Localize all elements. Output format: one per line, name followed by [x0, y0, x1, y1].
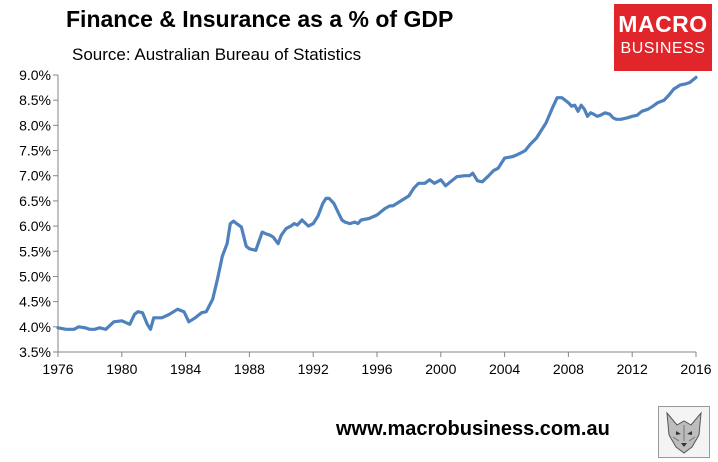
y-tick-label: 5.0% [19, 268, 51, 284]
wolf-head-icon [658, 406, 710, 458]
y-tick-label: 8.0% [19, 117, 51, 133]
series-line [56, 75, 698, 331]
y-tick-label: 8.5% [19, 92, 51, 108]
y-tick-label: 6.0% [19, 218, 51, 234]
x-tick-label: 1976 [42, 361, 73, 377]
y-tick-label: 4.0% [19, 319, 51, 335]
x-tick-label: 1992 [298, 361, 329, 377]
macrobusiness-logo[interactable]: MACRO BUSINESS [614, 4, 712, 71]
x-tick-label: 2004 [489, 361, 520, 377]
logo-line-1: MACRO [618, 11, 708, 37]
x-tick-label: 1996 [361, 361, 392, 377]
x-tick-label: 2016 [680, 361, 711, 377]
y-tick-label: 5.5% [19, 243, 51, 259]
x-tick-label: 2012 [617, 361, 648, 377]
chart-subtitle: Source: Australian Bureau of Statistics [72, 45, 362, 64]
series-group [56, 75, 698, 331]
x-tick-label: 1988 [234, 361, 265, 377]
y-tick-label: 9.0% [19, 67, 51, 83]
x-tick-label: 1980 [106, 361, 137, 377]
website-url[interactable]: www.macrobusiness.com.au [336, 418, 610, 440]
x-tick-label: 1984 [170, 361, 201, 377]
y-tick-label: 4.5% [19, 294, 51, 310]
logo-line-2: BUSINESS [620, 40, 706, 57]
chart-title: Finance & Insurance as a % of GDP [66, 6, 454, 32]
x-axis-labels: 1976 1980 1984 1988 1992 1996 2000 2004 2008 2012… [42, 361, 711, 377]
line-chart: 3.5% 4.0% 4.5% 5.0% 5.5% 6.0% 6.5% 7.0% 7.5% 8.0%… [19, 67, 712, 377]
x-tick-label: 2000 [425, 361, 456, 377]
y-axis-labels: 3.5% 4.0% 4.5% 5.0% 5.5% 6.0% 6.5% 7.0% 7.5% 8.0%… [19, 67, 51, 360]
y-tick-label: 3.5% [19, 344, 51, 360]
y-tick-label: 6.5% [19, 193, 51, 209]
y-tick-label: 7.0% [19, 168, 51, 184]
x-tick-label: 2008 [553, 361, 584, 377]
chart-axes [53, 74, 697, 357]
y-tick-label: 7.5% [19, 143, 51, 159]
